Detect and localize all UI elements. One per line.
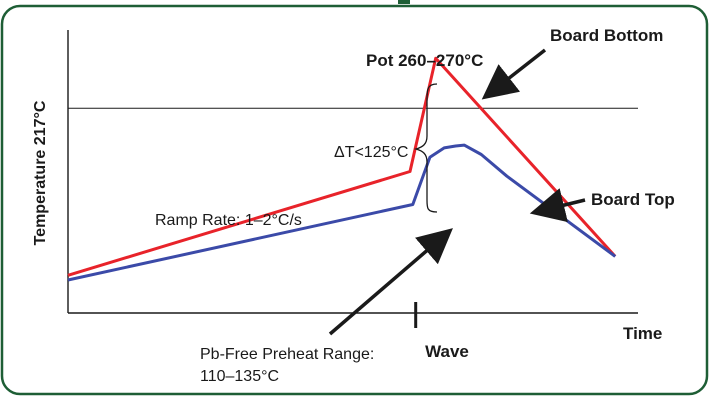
chart-frame bbox=[0, 4, 709, 396]
delta-t-bracket bbox=[413, 83, 438, 213]
pot-temperature-label: Pot 260–270°C bbox=[366, 51, 483, 70]
board-top-label: Board Top bbox=[591, 190, 675, 209]
x-axis-label: Time bbox=[623, 324, 662, 343]
board-top-arrow bbox=[529, 188, 586, 223]
y-axis-label: Temperature 217°C bbox=[32, 100, 49, 245]
ramp-rate-label: Ramp Rate: 1–2°C/s bbox=[155, 212, 302, 229]
clipped-heading-fragment bbox=[398, 0, 410, 4]
preheat-range-label-line1: Pb-Free Preheat Range: bbox=[200, 346, 374, 363]
board-bottom-series-line bbox=[67, 56, 617, 277]
board-top-series-line bbox=[67, 143, 617, 282]
wave-tick-label: Wave bbox=[425, 342, 469, 361]
board-bottom-label: Board Bottom bbox=[550, 26, 663, 45]
preheat-arrow bbox=[328, 228, 453, 336]
delta-t-label: ΔT<125°C bbox=[334, 144, 408, 161]
board-bottom-arrow bbox=[481, 48, 547, 100]
preheat-range-label-line2: 110–135°C bbox=[200, 368, 279, 385]
